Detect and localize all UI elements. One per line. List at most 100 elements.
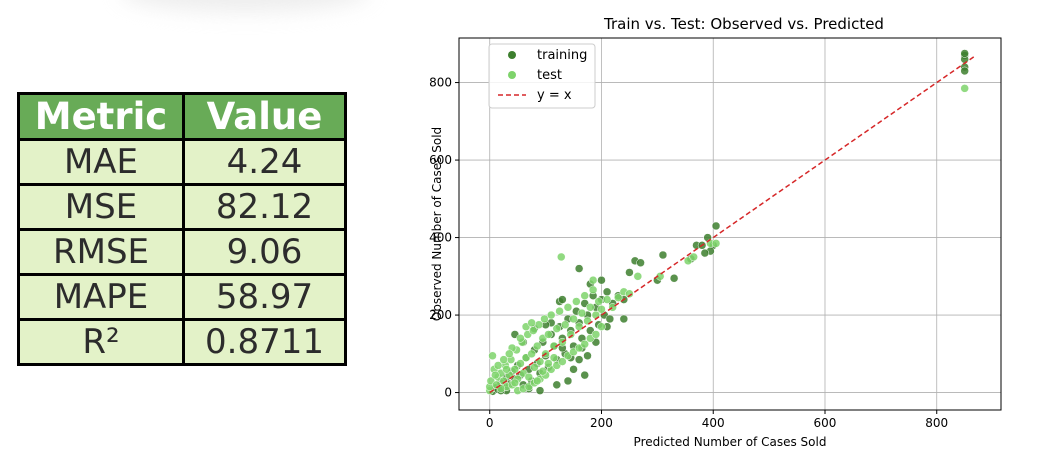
training-point [574, 264, 584, 273]
x-tick-label: 400 [702, 416, 725, 430]
test-point [552, 324, 562, 333]
metric-name-cell: MAE [17, 138, 185, 186]
training-point [563, 376, 573, 386]
identity-line [489, 54, 977, 394]
test-point [555, 306, 564, 316]
test-point [491, 370, 500, 380]
blurred-header-artifact [120, 0, 370, 12]
training-point [569, 365, 578, 374]
metric-value-cell: 0.8711 [182, 318, 347, 366]
metric-value-cell: 82.12 [182, 183, 347, 231]
training-point [636, 258, 645, 267]
test-point [538, 367, 548, 376]
legend-marker-training [508, 51, 516, 59]
training-point [960, 49, 969, 58]
training-point [580, 370, 589, 380]
test-point [602, 295, 612, 304]
metric-name-cell: RMSE [17, 228, 185, 276]
test-point [586, 303, 595, 312]
chart-title: Train vs. Test: Observed vs. Predicted [603, 15, 884, 33]
test-point [574, 322, 584, 331]
test-point [960, 84, 969, 93]
test-point [532, 341, 542, 351]
y-tick-label: 400 [429, 231, 452, 245]
metric-value-cell: 9.06 [182, 228, 347, 276]
training-point [558, 295, 567, 304]
training-point [960, 66, 969, 76]
test-point [493, 361, 503, 370]
test-point [580, 339, 589, 349]
legend-label-test: test [537, 68, 562, 83]
training-point [700, 248, 710, 258]
x-tick-label: 0 [486, 416, 494, 430]
metric-row: RMSE 9.06 [17, 228, 347, 276]
y-tick-label: 0 [444, 386, 452, 400]
test-point [577, 308, 587, 318]
test-point [510, 378, 520, 388]
training-point [574, 355, 584, 364]
y-tick-label: 800 [429, 76, 452, 90]
test-point [558, 357, 567, 366]
metric-value-cell: 58.97 [182, 273, 347, 321]
test-point [532, 376, 542, 386]
y-tick-label: 200 [429, 308, 452, 322]
test-point [633, 272, 643, 281]
x-tick-label: 200 [590, 416, 613, 430]
test-point [516, 334, 525, 343]
test-point [569, 314, 578, 324]
test-point [588, 275, 598, 285]
chart-legend: training test y = x [488, 43, 596, 109]
test-point [527, 318, 536, 328]
test-point [711, 239, 721, 248]
plot-frame [458, 37, 1002, 411]
test-point [594, 297, 603, 306]
plot-area [485, 49, 977, 396]
test-point [544, 330, 553, 339]
training-point [711, 221, 721, 231]
test-point [689, 252, 698, 262]
axis-ticks: 0 200 400 600 800 0 200 400 600 800 [429, 76, 948, 430]
x-axis-label: Predicted Number of Cases Sold [634, 435, 827, 449]
value-column-header: Value [182, 92, 347, 141]
test-point [546, 310, 556, 320]
training-point [669, 274, 679, 283]
metrics-table: Metric Value MAE 4.24 MSE 82.12 RMSE 9.0… [17, 92, 347, 366]
test-point [530, 363, 539, 372]
legend-marker-test [508, 71, 516, 79]
test-point [527, 349, 536, 359]
training-point [625, 268, 634, 277]
metric-column-header: Metric [17, 92, 185, 141]
metric-name-cell: MAPE [17, 273, 185, 321]
test-point [516, 359, 525, 368]
x-tick-label: 800 [925, 416, 948, 430]
metrics-header-row: Metric Value [17, 92, 347, 141]
test-point [613, 293, 623, 302]
test-point [502, 365, 511, 374]
y-axis-label: Observed Number of Cases Sold [430, 127, 444, 321]
test-point [544, 359, 553, 368]
test-point [572, 297, 581, 306]
legend-label-training: training [537, 48, 587, 63]
test-point [588, 285, 598, 295]
training-point [605, 314, 615, 324]
legend-label-identity: y = x [537, 88, 572, 103]
test-point [499, 355, 508, 364]
training-point [583, 351, 592, 360]
y-tick-label: 600 [429, 153, 452, 167]
test-point [566, 330, 576, 339]
test-point [591, 330, 601, 339]
test-point [510, 365, 520, 374]
training-point [597, 275, 606, 285]
metric-row: R² 0.8711 [17, 318, 347, 366]
training-point [535, 386, 545, 395]
test-point [625, 289, 634, 298]
metric-row: MAE 4.24 [17, 138, 347, 186]
test-point [557, 252, 566, 262]
x-tick-label: 600 [814, 416, 837, 430]
training-point [602, 287, 612, 297]
training-point [658, 250, 668, 260]
metric-name-cell: MSE [17, 183, 185, 231]
test-point [563, 303, 573, 312]
metric-row: MSE 82.12 [17, 183, 347, 231]
test-point [597, 305, 606, 314]
